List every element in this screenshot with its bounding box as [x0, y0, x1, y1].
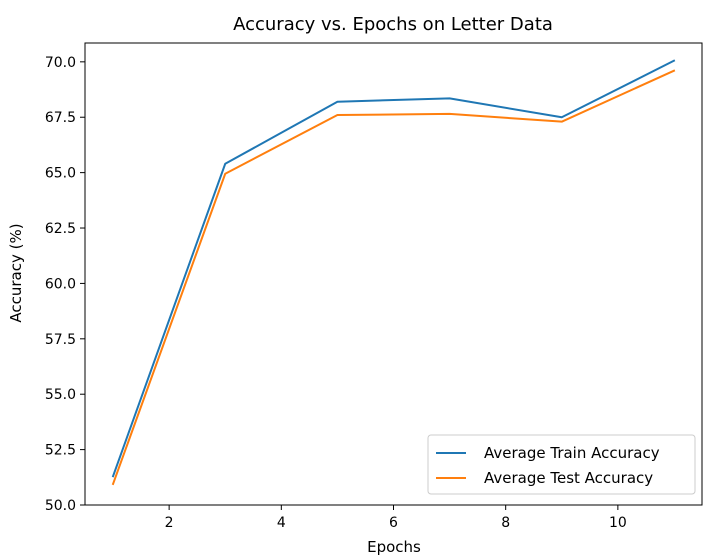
x-tick-label: 2 [165, 515, 174, 531]
y-tick-label: 60.0 [45, 276, 76, 292]
y-tick-label: 62.5 [45, 221, 76, 237]
x-tick-label: 6 [389, 515, 398, 531]
y-tick-label: 55.0 [45, 387, 76, 403]
legend-box [427, 434, 696, 495]
y-tick-label: 65.0 [45, 166, 76, 182]
series-layer [111, 59, 676, 486]
chart-title: Accuracy vs. Epochs on Letter Data [233, 14, 553, 35]
y-axis-title: Accuracy (%) [7, 223, 25, 322]
y-tick-label: 57.5 [45, 332, 76, 348]
x-tick-label: 8 [501, 515, 510, 531]
x-tick-label: 4 [277, 515, 286, 531]
y-tick-label: 50.0 [45, 498, 76, 514]
series-line-test [111, 69, 676, 486]
legend-label: Average Train Accuracy [484, 444, 660, 462]
x-axis-title: Epochs [367, 538, 421, 556]
series-line-train [111, 59, 676, 478]
x-axis-ticks: 2 4 6 8 10 [165, 505, 627, 531]
x-tick-label: 10 [609, 515, 627, 531]
legend: Average Train Accuracy Average Test Accur… [427, 434, 696, 495]
y-tick-label: 52.5 [45, 443, 76, 459]
y-axis-ticks: 50.0 52.5 55.0 57.5 60.0 62.5 65.0 67.5 70.0 [45, 55, 85, 514]
legend-label: Average Test Accuracy [484, 469, 653, 487]
y-tick-label: 67.5 [45, 110, 76, 126]
y-tick-label: 70.0 [45, 55, 76, 71]
